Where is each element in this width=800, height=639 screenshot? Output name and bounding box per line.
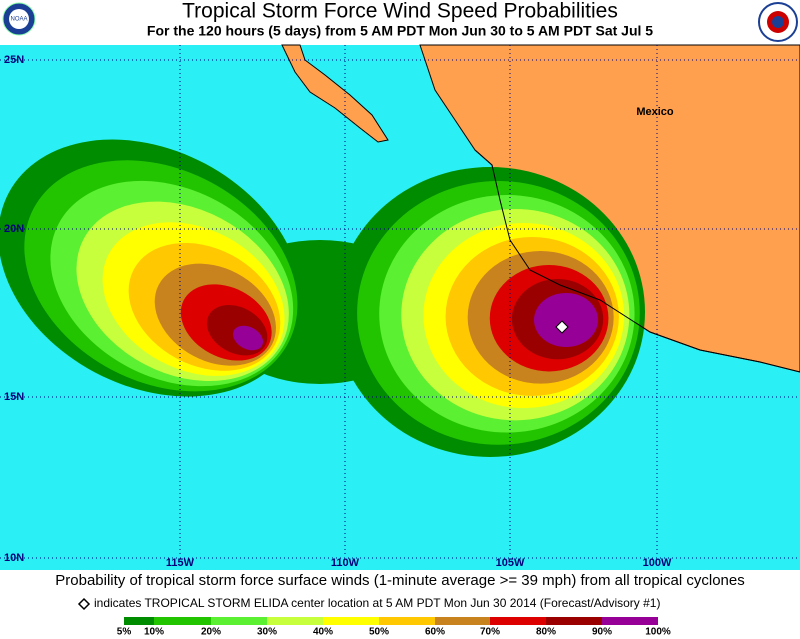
lat-label: 20N: [4, 223, 24, 235]
legend: 5% 10% 20% 30% 40% 50% 60% 70% 80% 90% 100%: [117, 617, 671, 638]
coastline: [474, 149, 800, 373]
note: indicates TROPICAL STORM ELIDA center lo…: [94, 596, 660, 610]
footer-bg: [0, 570, 800, 639]
lon-label: 105W: [496, 557, 525, 569]
legend-label: 90%: [592, 627, 612, 638]
legend-label: 20%: [201, 627, 221, 638]
legend-label: 50%: [369, 627, 389, 638]
nws-logo: [758, 2, 798, 42]
caption: Probability of tropical storm force surf…: [55, 572, 744, 589]
legend-swatch: [267, 617, 323, 625]
legend-swatch: [602, 617, 658, 625]
lon-label: 115W: [166, 557, 195, 569]
legend-swatch: [154, 617, 211, 625]
probability-areas: [0, 139, 800, 457]
lat-label: 25N: [4, 54, 24, 66]
legend-label: 100%: [645, 627, 671, 638]
legend-label: 70%: [480, 627, 500, 638]
legend-swatch: [435, 617, 490, 625]
lat-label: 15N: [4, 391, 24, 403]
legend-swatch: [211, 617, 267, 625]
legend-swatch: [323, 617, 379, 625]
legend-label: 30%: [257, 627, 277, 638]
legend-label: 80%: [536, 627, 556, 638]
legend-label: 5%: [117, 627, 132, 638]
title: Tropical Storm Force Wind Speed Probabil…: [182, 0, 618, 23]
lon-label: 110W: [331, 557, 360, 569]
noaa-logo: NOAA: [2, 2, 36, 36]
place-label: Mexico: [636, 106, 674, 118]
storm-center-key: [77, 597, 91, 611]
legend-label: 10%: [144, 627, 164, 638]
legend-label: 40%: [313, 627, 333, 638]
legend-label: 60%: [425, 627, 445, 638]
legend-swatch: [124, 617, 154, 625]
legend-swatch: [546, 617, 602, 625]
storm-center: [555, 320, 569, 334]
lon-label: 100W: [643, 557, 672, 569]
grid: 25N 20N 15N 10N 115W 110W 105W 100W: [0, 45, 800, 569]
svg-text:NOAA: NOAA: [10, 17, 27, 23]
probability-area: [232, 325, 264, 351]
probability-area: [534, 293, 598, 347]
lat-label: 10N: [4, 552, 24, 564]
legend-swatch: [379, 617, 435, 625]
legend-swatch: [490, 617, 546, 625]
subtitle: For the 120 hours (5 days) from 5 AM PDT…: [147, 23, 653, 39]
